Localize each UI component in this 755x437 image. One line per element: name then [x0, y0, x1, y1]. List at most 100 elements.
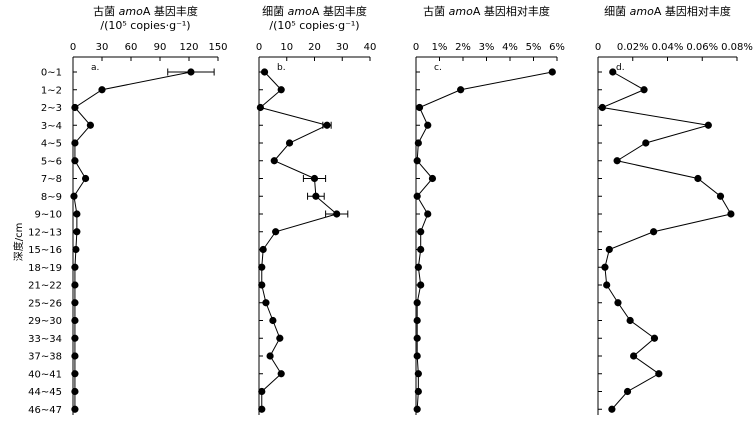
data-point [259, 245, 267, 254]
data-point [413, 316, 421, 325]
depth-label: 0~1 [41, 68, 62, 79]
data-point [413, 157, 421, 165]
data-point [626, 316, 634, 325]
data-point [601, 263, 609, 271]
x-tick-label: 60 [125, 42, 138, 53]
data-point [413, 192, 421, 200]
x-tick-label: 0 [70, 42, 76, 53]
x-tick-label: 10 [280, 42, 293, 53]
data-point [262, 299, 270, 307]
data-point [413, 352, 421, 360]
panels: 古菌 amoA 基因丰度/(10⁵ copies·g⁻¹)0 30 60 90 120 1… [70, 4, 753, 415]
data-point [613, 157, 621, 165]
depth-label: 37~38 [28, 352, 62, 363]
depth-label: 3~4 [41, 121, 62, 132]
y-axis-label: 深度/cm [12, 223, 25, 262]
data-point [71, 387, 79, 396]
data-point [258, 405, 266, 413]
depth-label: 25~26 [28, 298, 62, 309]
depth-label: 40~41 [28, 369, 62, 380]
x-tick-label: 5% [526, 42, 542, 53]
depth-label: 1~2 [41, 85, 62, 96]
x-tick-label: 6% [549, 42, 565, 53]
data-point [266, 352, 274, 360]
data-point [630, 352, 638, 360]
x-tick-label: 120 [179, 42, 198, 53]
data-point [413, 299, 421, 307]
data-point [694, 174, 702, 183]
data-point [609, 68, 617, 76]
data-point [269, 316, 277, 325]
data-point [655, 370, 663, 378]
x-tick-label: 0 [413, 42, 419, 53]
data-point [71, 370, 79, 378]
data-point [608, 405, 616, 413]
data-point [86, 121, 94, 129]
data-point [277, 370, 285, 378]
data-point [71, 263, 79, 271]
panel-3: 古菌 amoA 基因相对丰度 0 1% 2% 3% 4% 5% 6% c. [413, 4, 565, 415]
x-tick-label: 20 [308, 42, 321, 53]
depth-label: 18~19 [28, 263, 62, 274]
data-point [414, 387, 422, 396]
data-point [258, 263, 266, 271]
series-line [416, 71, 553, 410]
data-point [323, 121, 331, 129]
data-point [415, 103, 424, 112]
data-point [98, 86, 106, 94]
data-point [413, 334, 421, 342]
data-point [650, 228, 658, 236]
depth-label: 4~5 [41, 139, 62, 150]
data-point [71, 157, 79, 165]
depth-label: 5~6 [41, 156, 62, 167]
data-point [71, 281, 79, 289]
panel-label: a. [91, 63, 99, 73]
data-point [71, 316, 79, 325]
data-point [414, 139, 422, 147]
depth-label: 29~30 [28, 316, 62, 327]
depth-label: 7~8 [41, 174, 62, 185]
data-point [71, 299, 79, 307]
x-tick-label: 0.02% [617, 42, 649, 53]
panel-4: 细菌 amoA 基因相对丰度 0 0.02% 0.04% 0.06% 0.08% d. [595, 4, 753, 415]
data-point [258, 387, 266, 396]
depth-label: 21~22 [28, 281, 62, 292]
depth-labels: 0~1 1~2 2~3 3~4 4~5 5~6 7~8 8~9 9~10 12~13 15~16 18… [28, 68, 62, 416]
x-tick-label: 0 [256, 42, 262, 53]
data-point [414, 370, 422, 378]
depth-label: 12~13 [28, 227, 62, 238]
data-point [603, 281, 611, 289]
data-point [70, 192, 78, 200]
panel-label: c. [434, 63, 442, 73]
depth-label: 9~10 [35, 210, 62, 221]
data-point [73, 210, 81, 218]
depth-label: 33~34 [28, 334, 62, 345]
data-point [414, 263, 422, 271]
data-point [272, 228, 280, 236]
data-point [258, 281, 266, 289]
panel-1: 古菌 amoA 基因丰度/(10⁵ copies·g⁻¹) 0 30 60 90 120 1… [70, 4, 228, 415]
depth-label: 44~45 [28, 387, 62, 398]
panel-2: 细菌 amoA 基因丰度/(10⁵ copies·g⁻¹) 0 10 20 30 40 b. [256, 4, 376, 415]
x-tick-label: 3% [479, 42, 495, 53]
data-point [640, 86, 648, 94]
data-point [71, 139, 79, 147]
data-point [716, 192, 725, 200]
panel-unit: /(10⁵ copies·g⁻¹) [269, 19, 359, 32]
panel-title: 古菌 amoA 基因丰度 [93, 4, 198, 18]
series-line [600, 71, 732, 410]
panel-title: 细菌 amoA 基因丰度 [262, 4, 367, 18]
data-point [71, 405, 79, 413]
data-point [71, 103, 79, 112]
data-point [428, 174, 437, 183]
data-point [704, 121, 712, 129]
depth-label: 46~47 [28, 405, 62, 416]
panel-title: 细菌 amoA 基因相对丰度 [604, 4, 731, 18]
data-point [277, 86, 285, 94]
data-point [312, 192, 320, 200]
panel-unit: /(10⁵ copies·g⁻¹) [100, 19, 190, 32]
data-point [548, 68, 556, 76]
data-point [417, 228, 425, 236]
panel-label: d. [616, 63, 625, 73]
